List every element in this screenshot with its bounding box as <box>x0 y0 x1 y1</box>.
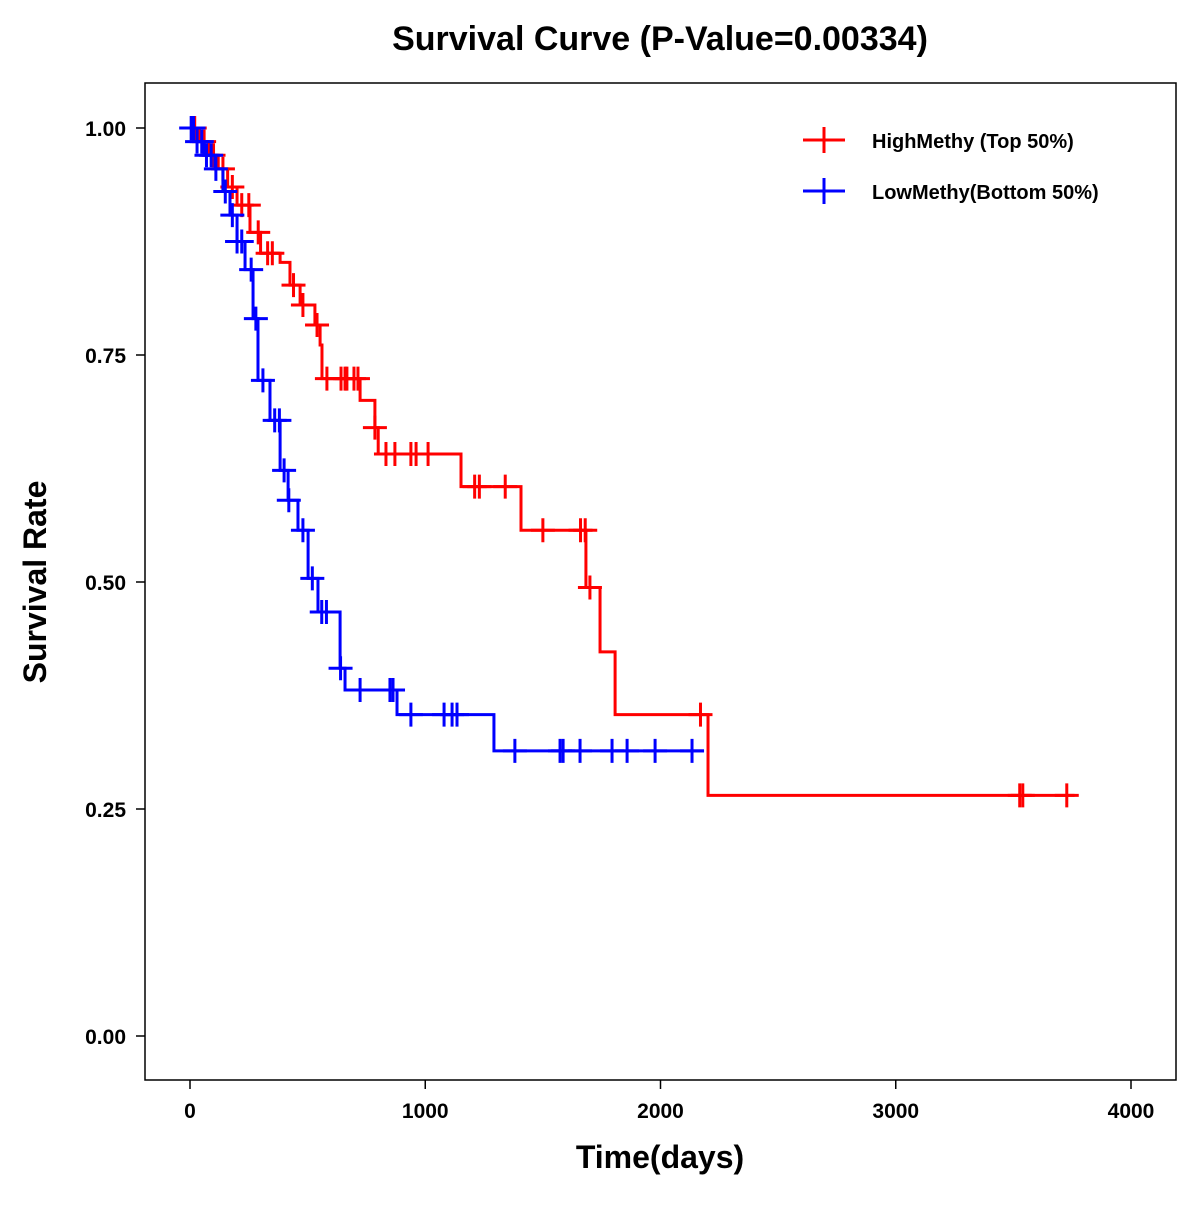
censor-mark <box>445 702 470 727</box>
x-tick-label: 1000 <box>402 1100 449 1123</box>
censor-mark <box>345 366 370 391</box>
legend-marker <box>803 178 845 204</box>
censor-mark <box>1054 783 1079 808</box>
censor-mark <box>229 229 254 254</box>
censor-mark <box>220 203 245 228</box>
censor-mark <box>189 129 214 154</box>
censor-mark <box>272 458 297 483</box>
censor-mark <box>305 313 330 338</box>
censor-mark <box>239 257 264 282</box>
y-axis-label: Survival Rate <box>17 481 53 684</box>
x-axis: 0 1000 2000 3000 4000 <box>184 1080 1154 1123</box>
censor-mark <box>680 738 705 763</box>
legend: HighMethy (Top 50%) LowMethy(Bottom 50%) <box>803 127 1099 204</box>
censor-mark <box>250 368 275 393</box>
censor-mark <box>1010 783 1035 808</box>
censor-mark <box>213 179 238 204</box>
censor-mark <box>290 518 315 543</box>
legend-marker <box>803 127 845 153</box>
y-axis: 0.00 0.25 0.50 0.75 1.00 <box>85 118 145 1049</box>
censor-mark <box>236 193 261 218</box>
y-tick-label: 1.00 <box>85 118 126 141</box>
survival-curve-high <box>190 126 1075 797</box>
y-tick-label: 0.50 <box>85 572 126 595</box>
censor-mark <box>281 273 306 298</box>
x-tick-label: 2000 <box>637 1100 684 1123</box>
censor-mark <box>643 738 668 763</box>
censor-mark <box>260 241 285 266</box>
censor-mark <box>362 415 387 440</box>
censor-mark <box>502 738 527 763</box>
curves <box>179 116 1079 808</box>
censor-mark <box>290 293 315 318</box>
chart-title: Survival Curve (P-Value=0.00334) <box>392 20 928 58</box>
censor-mark <box>530 518 555 543</box>
censor-mark <box>203 156 228 181</box>
x-tick-label: 0 <box>184 1100 196 1123</box>
x-axis-label: Time(days) <box>576 1139 744 1175</box>
legend-label: LowMethy(Bottom 50%) <box>872 182 1099 204</box>
censor-mark <box>573 518 598 543</box>
x-tick-label: 3000 <box>872 1100 919 1123</box>
censor-mark <box>181 116 206 140</box>
censor-mark <box>493 474 518 499</box>
censor-mark <box>398 702 423 727</box>
survival-curve-low <box>190 126 705 753</box>
censor-mark <box>348 678 373 703</box>
censor-mark <box>577 575 602 600</box>
censor-mark <box>199 143 224 168</box>
censor-mark <box>246 220 271 245</box>
y-tick-label: 0.00 <box>85 1026 126 1049</box>
legend-label: HighMethy (Top 50%) <box>872 131 1074 153</box>
y-tick-label: 0.75 <box>85 345 126 368</box>
censor-mark <box>615 738 640 763</box>
censor-mark <box>243 306 268 331</box>
x-tick-label: 4000 <box>1108 1100 1155 1123</box>
censor-mark <box>276 488 301 513</box>
censor-mark <box>688 702 713 727</box>
censor-mark <box>267 408 292 433</box>
censor-mark <box>314 599 339 624</box>
censor-mark <box>300 566 325 591</box>
censor-mark <box>568 738 593 763</box>
plot-frame <box>144 82 1177 1081</box>
censor-mark <box>467 474 492 499</box>
y-tick-label: 0.25 <box>85 799 126 822</box>
censor-mark <box>416 441 441 466</box>
censor-mark <box>381 678 406 703</box>
censor-mark <box>328 656 353 681</box>
